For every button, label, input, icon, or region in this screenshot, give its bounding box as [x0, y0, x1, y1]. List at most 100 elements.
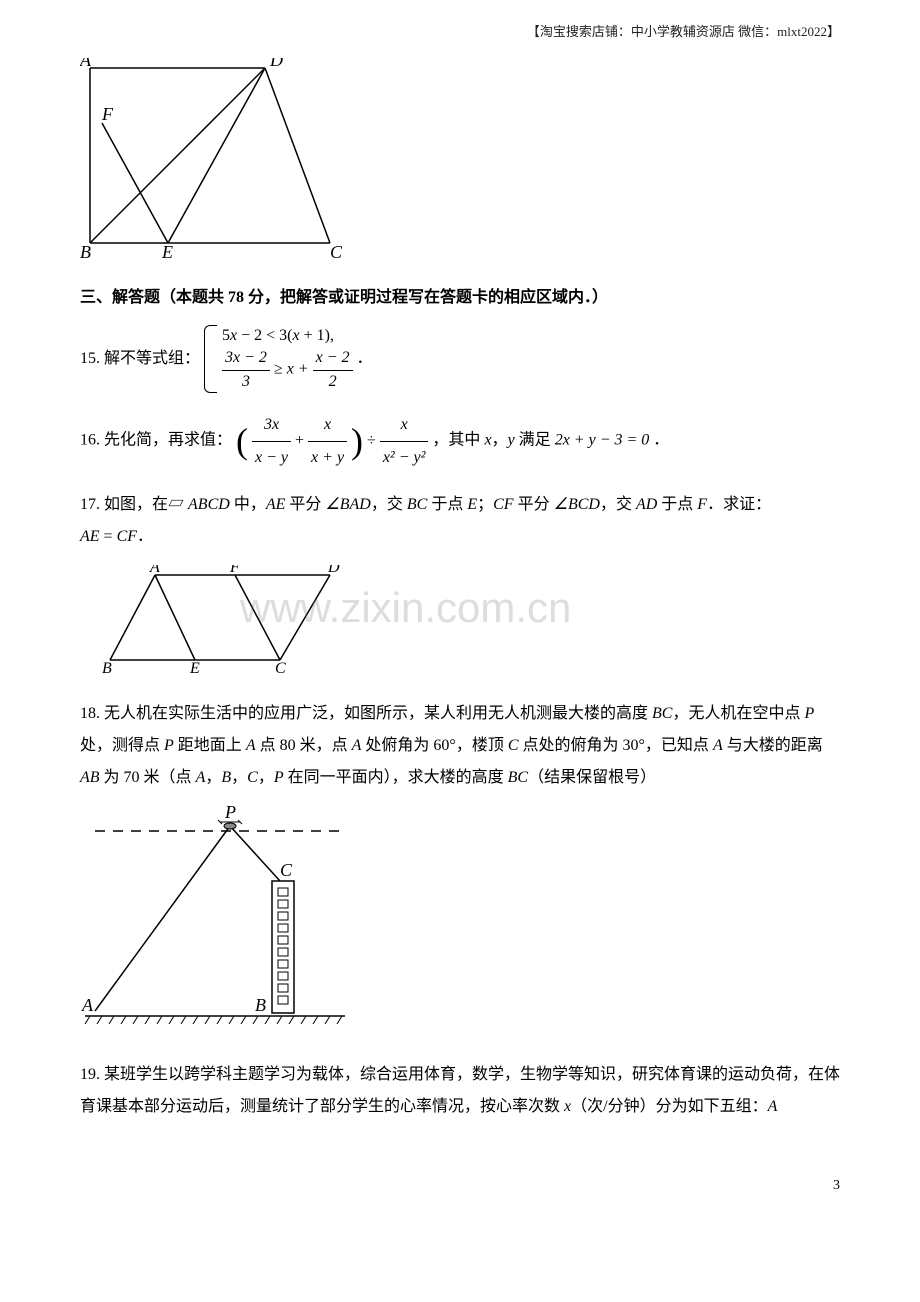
- page-number: 3: [80, 1173, 840, 1198]
- p16-prefix: 16. 先化简，再求值：: [80, 432, 232, 449]
- p18-1: 18. 无人机在实际生活中的应用广泛，如图所示，某人利用无人机测最大楼的高度: [80, 705, 652, 722]
- p16-f1d: x − y: [252, 442, 291, 474]
- p16-m3: ，: [492, 432, 508, 449]
- p15-f2n: x − 2: [313, 347, 353, 370]
- p18-17: ，已知点: [645, 737, 713, 754]
- p18-24: B: [221, 769, 231, 786]
- problem-15: 15. 解不等式组： 5x − 2 < 3(x + 1), 3x − 23 ≥ …: [80, 325, 840, 393]
- p18-27: ，: [258, 769, 274, 786]
- p17-l: ；: [477, 496, 493, 513]
- p17-cb: =: [100, 528, 117, 545]
- p17-n: 平分: [514, 496, 554, 513]
- fig1-label-c: C: [330, 242, 343, 258]
- p17-s: F: [697, 496, 707, 513]
- fig2-f: F: [229, 565, 240, 576]
- problem-17: 17. 如图，在▱ ABCD 中，AE 平分 ∠BAD，交 BC 于点 E；CF…: [80, 489, 840, 553]
- p15-f1n: 3x − 2: [222, 347, 270, 370]
- p18-10: A: [352, 737, 362, 754]
- p15-l1a: 5: [222, 327, 230, 344]
- fig2-d: D: [327, 565, 340, 576]
- p17-k: E: [467, 496, 477, 513]
- p18-6: P: [164, 737, 174, 754]
- p17-q: AD: [636, 496, 657, 513]
- p18-5: 处，测得点: [80, 737, 164, 754]
- figure-quadrilateral-abcd: A D B E C F: [80, 58, 840, 269]
- p17-c: ABCD: [184, 496, 234, 513]
- p15-suffix: ．: [357, 350, 373, 367]
- p18-29: 在同一平面内），求大楼的高度: [284, 769, 508, 786]
- p18-22: A: [196, 769, 206, 786]
- figure-parallelogram: A F D B E C: [100, 565, 840, 686]
- p17-h: ，交: [371, 496, 407, 513]
- p17-ca: AE: [80, 528, 100, 545]
- p16-m4: y: [508, 432, 515, 449]
- p17-a: 17. 如图，在: [80, 496, 168, 513]
- p17-cd: ．: [137, 528, 153, 545]
- p17-d: 中，: [234, 496, 266, 513]
- p16-f2n: x: [308, 409, 347, 442]
- p15-l1f: + 1: [300, 327, 325, 344]
- p18-7: 距地面上: [174, 737, 246, 754]
- p17-p: ，交: [600, 496, 636, 513]
- p17-b: ▱: [168, 496, 184, 513]
- fig2-b: B: [102, 660, 112, 675]
- problem-18: 18. 无人机在实际生活中的应用广泛，如图所示，某人利用无人机测最大楼的高度 B…: [80, 698, 840, 794]
- fig3-b: B: [255, 995, 266, 1015]
- p18-11: 处俯角为: [361, 737, 433, 754]
- fig3-p: P: [224, 806, 236, 822]
- fig1-label-d: D: [269, 58, 283, 70]
- p18-31: （结果保留根号）: [528, 769, 656, 786]
- p18-25: ，: [231, 769, 247, 786]
- p18-30: BC: [508, 769, 528, 786]
- p18-26: C: [247, 769, 258, 786]
- fig2-a: A: [149, 565, 160, 576]
- p17-o: ∠BCD: [554, 496, 600, 513]
- p18-23: ，: [205, 769, 221, 786]
- fig1-svg: A D B E C F: [80, 58, 350, 258]
- p16-f3d: x² − y²: [380, 442, 429, 474]
- p15-f2d: 2: [313, 371, 353, 393]
- p18-16: 30°: [623, 737, 645, 754]
- p15-f1d: 3: [222, 371, 270, 393]
- p18-8: A: [246, 737, 256, 754]
- fig1-label-f: F: [101, 104, 114, 124]
- p17-cc: CF: [117, 528, 137, 545]
- fig3-c: C: [280, 860, 293, 880]
- fig1-label-a: A: [80, 58, 92, 70]
- p18-21: 为 70 米（点: [100, 769, 196, 786]
- p16-m5: 满足: [515, 432, 555, 449]
- p17-t: ．求证：: [707, 496, 771, 513]
- fig3-svg: P A B C: [80, 806, 360, 1036]
- p18-13: ，楼顶: [456, 737, 508, 754]
- p17-f: 平分: [285, 496, 325, 513]
- p15-l1g: ),: [325, 327, 334, 344]
- p17-i: BC: [407, 496, 427, 513]
- p19-4: A: [768, 1098, 778, 1115]
- fig2-e: E: [189, 660, 200, 675]
- p17-e: AE: [266, 496, 286, 513]
- p16-m1: ，其中: [432, 432, 484, 449]
- p15-mid: ≥ x +: [274, 361, 313, 378]
- p16-f2d: x + y: [308, 442, 347, 474]
- header-text: 【淘宝搜索店铺：中小学教辅资源店 微信：mlxt2022】: [80, 20, 840, 43]
- fig1-label-b: B: [80, 242, 91, 258]
- p15-l1e: x: [293, 327, 300, 344]
- p17-r: 于点: [657, 496, 697, 513]
- p18-4: P: [804, 705, 814, 722]
- p17-g: ∠BAD: [325, 496, 370, 513]
- p18-20: AB: [80, 769, 100, 786]
- p15-prefix: 15. 解不等式组：: [80, 350, 200, 367]
- p18-15: 点处的俯角为: [519, 737, 623, 754]
- problem-16: 16. 先化简，再求值： ( 3xx − y + xx + y ) ÷ xx² …: [80, 405, 840, 477]
- fig2-c: C: [275, 660, 286, 675]
- p16-f3n: x: [380, 409, 429, 442]
- problem-19: 19. 某班学生以跨学科主题学习为载体，综合运用体育，数学，生物学等知识，研究体…: [80, 1059, 840, 1123]
- p19-3: （次/分钟）分为如下五组：: [571, 1098, 767, 1115]
- p16-m2: x: [484, 432, 491, 449]
- p18-18: A: [713, 737, 723, 754]
- p18-14: C: [508, 737, 519, 754]
- fig2-svg: A F D B E C: [100, 565, 350, 675]
- p17-j: 于点: [427, 496, 467, 513]
- p18-19: 与大楼的距离: [723, 737, 823, 754]
- fig3-a: A: [81, 995, 94, 1015]
